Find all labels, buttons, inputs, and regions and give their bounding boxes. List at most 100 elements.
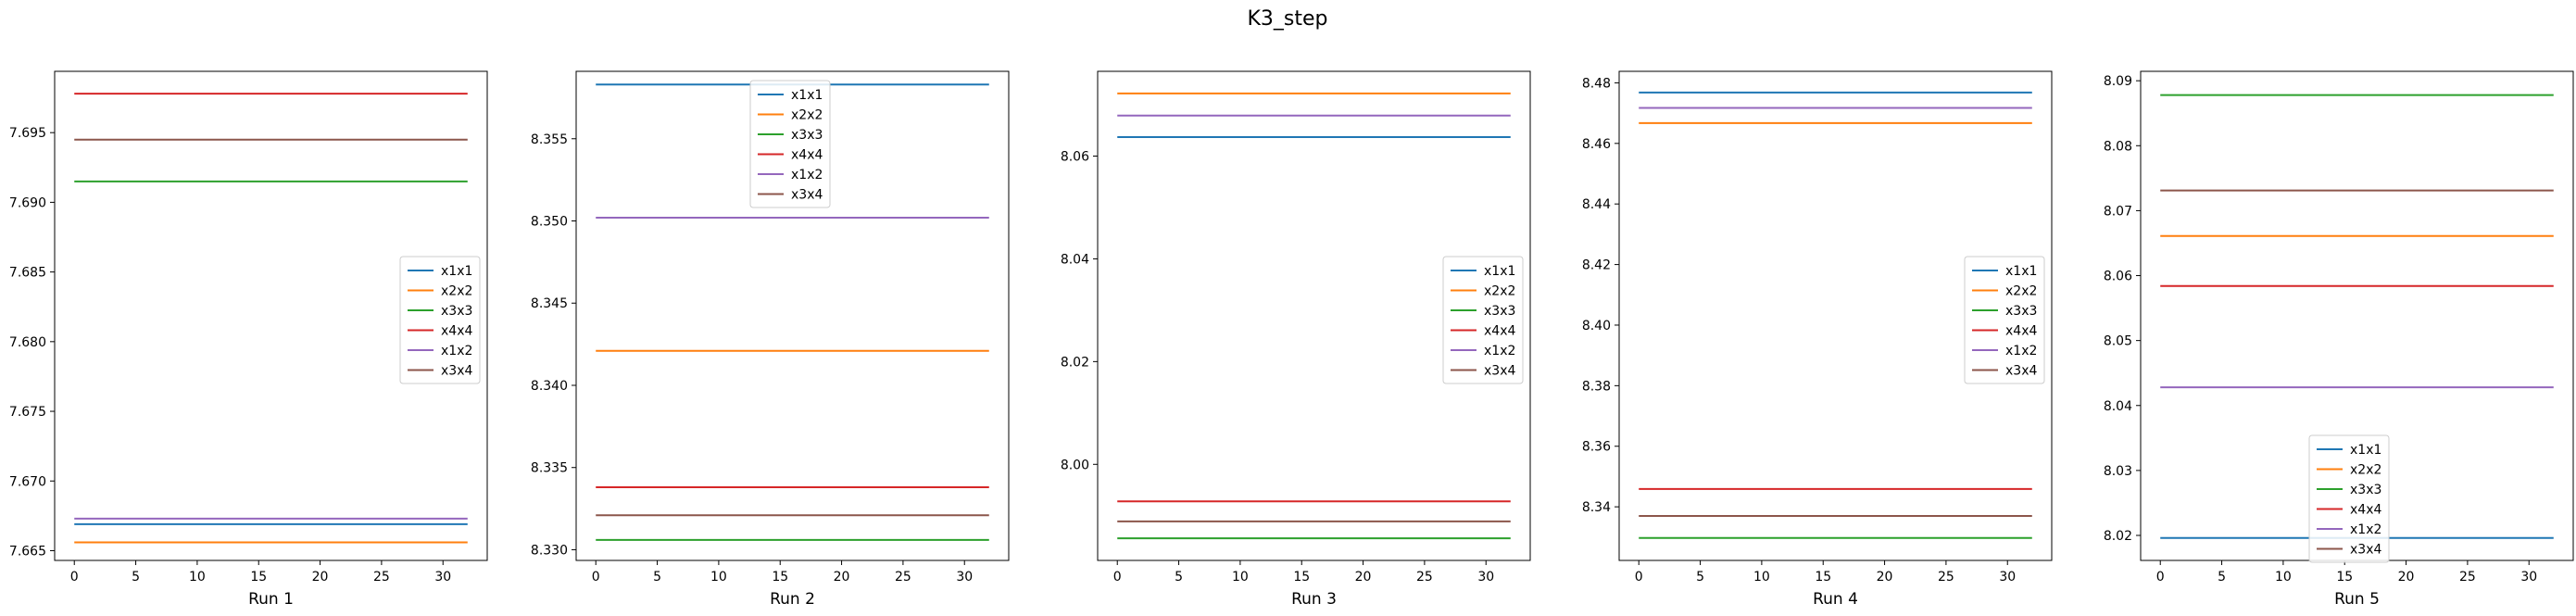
x-tick-label: 5 <box>1696 570 1704 585</box>
axes-frame <box>575 70 1010 561</box>
y-tick-label: 8.02 <box>2104 529 2132 544</box>
x-axis-label: Run 2 <box>770 590 815 609</box>
legend-label-x3x3: x3x3 <box>791 128 823 143</box>
y-tick-label: 8.46 <box>1582 137 1611 152</box>
legend-label-x1x1: x1x1 <box>2350 443 2381 458</box>
x-tick-label: 20 <box>2398 570 2415 585</box>
x-tick-label: 20 <box>834 570 850 585</box>
y-tick-label: 7.690 <box>9 195 46 210</box>
y-tick-label: 8.38 <box>1582 379 1611 394</box>
y-tick-label: 7.670 <box>9 474 46 489</box>
y-tick-label: 8.04 <box>2104 399 2132 414</box>
axes-frame <box>1618 70 2053 561</box>
x-tick-label: 25 <box>895 570 911 585</box>
x-tick-label: 20 <box>1355 570 1372 585</box>
legend-label-x3x4: x3x4 <box>441 364 472 379</box>
x-tick-label: 30 <box>956 570 973 585</box>
y-tick-label: 8.04 <box>1061 252 1089 267</box>
subplot-5: 0 5 10 15 20 25 30 8.02 8.03 8.04 8.05 8.06 8.07 8.08… <box>2104 70 2574 609</box>
x-tick-label: 25 <box>1416 570 1433 585</box>
x-tick-label: 0 <box>592 570 600 585</box>
x-tick-label: 30 <box>1477 570 1494 585</box>
axes-frame <box>54 70 488 561</box>
x-tick-label: 15 <box>2336 570 2353 585</box>
y-tick-label: 8.36 <box>1582 440 1611 455</box>
x-axis-label: Run 3 <box>1291 590 1337 609</box>
legend-label-x2x2: x2x2 <box>1484 284 1515 299</box>
subplot-3: 0 5 10 15 20 25 30 8.00 8.02 8.04 8.06 Run 3 x1x1 x2x… <box>1061 70 1531 609</box>
y-tick-label: 7.685 <box>9 266 46 281</box>
legend-label-x3x4: x3x4 <box>2350 543 2381 558</box>
legend-label-x1x1: x1x1 <box>2005 264 2037 279</box>
x-tick-label: 5 <box>653 570 661 585</box>
axes-frame <box>1097 70 1531 561</box>
x-tick-label: 20 <box>312 570 329 585</box>
x-tick-label: 30 <box>1999 570 2016 585</box>
y-tick-label: 7.680 <box>9 335 46 350</box>
x-tick-label: 25 <box>1938 570 1954 585</box>
legend-label-x1x1: x1x1 <box>1484 264 1515 279</box>
x-tick-label: 10 <box>710 570 727 585</box>
x-tick-label: 30 <box>2520 570 2537 585</box>
y-tick-label: 8.09 <box>2104 74 2132 89</box>
legend-label-x4x4: x4x4 <box>2350 503 2381 518</box>
y-tick-label: 8.355 <box>531 132 568 147</box>
legend-label-x3x4: x3x4 <box>1484 364 1515 379</box>
legend-box <box>1964 256 2045 384</box>
x-tick-label: 0 <box>1113 570 1122 585</box>
y-tick-label: 8.335 <box>531 461 568 476</box>
legend-label-x1x2: x1x2 <box>2350 522 2381 537</box>
y-tick-label: 8.350 <box>531 215 568 230</box>
legend-box <box>749 80 831 208</box>
y-tick-label: 7.695 <box>9 126 46 141</box>
x-tick-label: 10 <box>2275 570 2292 585</box>
y-tick-label: 8.34 <box>1582 500 1611 515</box>
legend-label-x3x3: x3x3 <box>2005 304 2037 319</box>
y-tick-label: 8.340 <box>531 379 568 394</box>
legend-label-x4x4: x4x4 <box>1484 324 1515 339</box>
subplot-1: 0 5 10 15 20 25 30 7.665 7.670 7.675 7.680 7.685 7.6… <box>9 70 488 609</box>
y-tick-label: 8.330 <box>531 543 568 558</box>
y-tick-label: 8.05 <box>2104 334 2132 349</box>
y-tick-label: 8.08 <box>2104 139 2132 154</box>
legend-label-x1x1: x1x1 <box>791 88 823 103</box>
x-tick-label: 30 <box>434 570 451 585</box>
legend-label-x4x4: x4x4 <box>441 324 472 339</box>
x-tick-label: 15 <box>772 570 788 585</box>
y-tick-label: 8.07 <box>2104 204 2132 219</box>
legend: x1x1 x2x2 x3x3 x4x4 x1x2 x3x4 <box>2308 434 2390 563</box>
x-tick-label: 0 <box>70 570 79 585</box>
y-tick-label: 8.40 <box>1582 319 1611 333</box>
y-tick-label: 7.665 <box>9 544 46 559</box>
legend-label-x3x4: x3x4 <box>2005 364 2037 379</box>
x-tick-label: 15 <box>1815 570 1831 585</box>
x-tick-label: 25 <box>373 570 390 585</box>
legend-label-x1x1: x1x1 <box>441 264 472 279</box>
legend: x1x1 x2x2 x3x3 x4x4 x1x2 x3x4 <box>399 256 481 384</box>
legend-label-x4x4: x4x4 <box>791 148 823 163</box>
x-tick-label: 10 <box>1232 570 1249 585</box>
legend-box <box>399 256 481 384</box>
y-tick-label: 8.06 <box>2104 270 2132 284</box>
y-tick-label: 8.48 <box>1582 76 1611 91</box>
y-tick-label: 8.42 <box>1582 258 1611 273</box>
x-tick-label: 15 <box>250 570 267 585</box>
x-tick-label: 10 <box>189 570 206 585</box>
y-tick-label: 8.02 <box>1061 355 1089 370</box>
legend: x1x1 x2x2 x3x3 x4x4 x1x2 x3x4 <box>1442 256 1524 384</box>
legend: x1x1 x2x2 x3x3 x4x4 x1x2 x3x4 <box>1964 256 2045 384</box>
legend-label-x1x2: x1x2 <box>791 168 823 182</box>
legend-label-x3x3: x3x3 <box>441 304 472 319</box>
legend-label-x3x3: x3x3 <box>1484 304 1515 319</box>
legend-label-x1x2: x1x2 <box>1484 344 1515 358</box>
x-tick-label: 10 <box>1753 570 1770 585</box>
x-tick-label: 0 <box>2156 570 2165 585</box>
subplot-2: 0 5 10 15 20 25 30 8.330 8.335 8.340 8.345 8.350 8.3… <box>531 70 1010 609</box>
legend-label-x4x4: x4x4 <box>2005 324 2037 339</box>
legend-label-x1x2: x1x2 <box>441 344 472 358</box>
y-tick-label: 8.345 <box>531 296 568 311</box>
x-tick-label: 20 <box>1877 570 1893 585</box>
x-tick-label: 5 <box>1175 570 1183 585</box>
legend-box <box>2308 434 2390 563</box>
